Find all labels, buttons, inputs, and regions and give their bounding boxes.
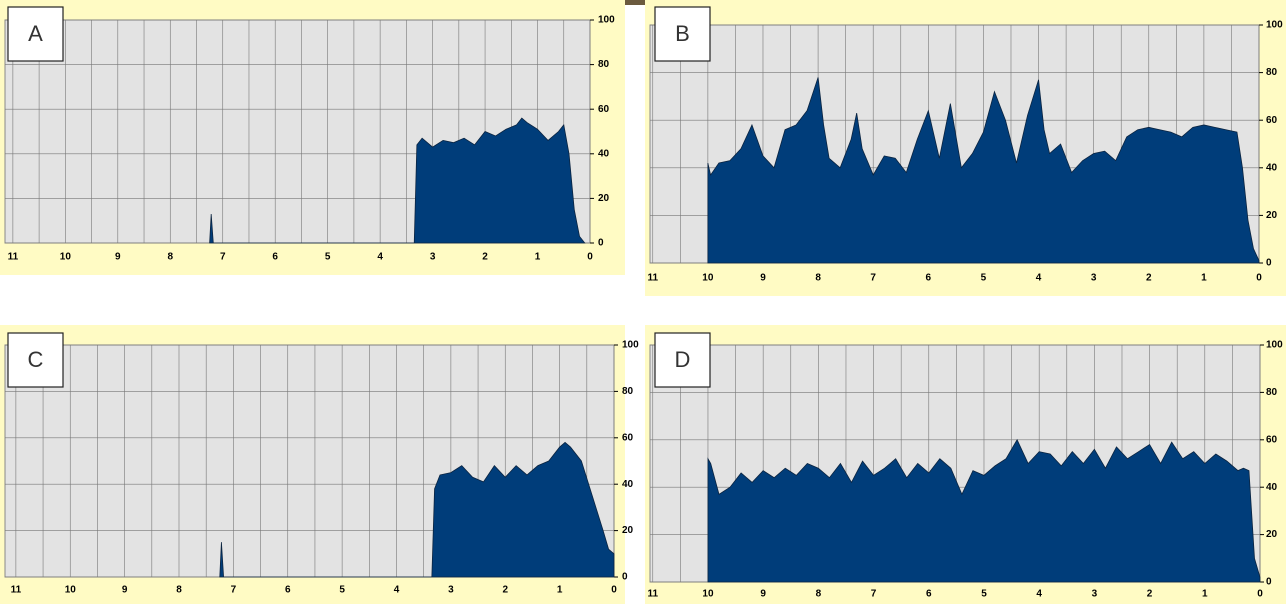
- x-tick-label: 2: [482, 252, 488, 263]
- x-tick-label: 0: [587, 252, 593, 263]
- y-tick-label: 0: [598, 238, 604, 249]
- area: [707, 77, 1260, 264]
- y-tick-label: 100: [1266, 20, 1283, 31]
- y-tick-label: 60: [622, 432, 634, 443]
- panel-label-box: [7, 6, 64, 62]
- x-tick-label: 9: [760, 273, 766, 284]
- x-tick-label: 1: [1201, 273, 1207, 284]
- y-tick-label: 60: [1266, 434, 1278, 445]
- area: [219, 441, 615, 578]
- x-tick-label: 7: [871, 589, 877, 600]
- x-tick-label: 2: [502, 585, 508, 596]
- x-tick-label: 7: [231, 585, 237, 596]
- photo-strip: [258, 0, 1015, 5]
- x-tick-label: 0: [611, 585, 617, 596]
- x-tick-label: 11: [8, 252, 19, 263]
- y-tick-label: 40: [598, 148, 610, 159]
- panel-label: A: [28, 21, 43, 46]
- x-tick-label: 3: [430, 252, 436, 263]
- x-tick-label: 0: [1257, 589, 1263, 600]
- x-tick-label: 5: [981, 589, 987, 600]
- x-tick-label: 10: [60, 252, 72, 263]
- x-tick-label: 10: [702, 589, 714, 600]
- x-tick-label: 3: [1092, 589, 1098, 600]
- y-tick-label: 20: [1266, 210, 1278, 221]
- panel-label: B: [675, 21, 690, 46]
- y-tick-label: 20: [1266, 529, 1278, 540]
- x-tick-label: 4: [1036, 589, 1042, 600]
- x-tick-label: 8: [816, 589, 822, 600]
- panel-label: C: [28, 347, 44, 372]
- x-tick-label: 7: [870, 273, 876, 284]
- panel-label: D: [675, 347, 691, 372]
- x-tick-label: 8: [167, 252, 173, 263]
- x-tick-label: 6: [272, 252, 278, 263]
- y-tick-label: 0: [1266, 577, 1272, 588]
- x-tick-label: 7: [220, 252, 226, 263]
- x-tick-label: 11: [647, 273, 658, 284]
- y-tick-label: 100: [622, 340, 639, 351]
- area: [209, 117, 586, 244]
- y-tick-label: 100: [1266, 340, 1283, 351]
- x-tick-label: 9: [122, 585, 128, 596]
- x-tick-label: 8: [815, 273, 821, 284]
- y-tick-label: 80: [1266, 67, 1278, 78]
- x-tick-label: 9: [115, 252, 121, 263]
- y-tick-label: 40: [622, 479, 634, 490]
- x-tick-label: 0: [1256, 273, 1262, 284]
- x-tick-label: 2: [1147, 589, 1153, 600]
- y-tick-label: 20: [622, 525, 634, 536]
- y-tick-label: 20: [598, 193, 610, 204]
- x-tick-label: 6: [285, 585, 291, 596]
- y-tick-label: 40: [1266, 162, 1278, 173]
- y-tick-label: 40: [1266, 482, 1278, 493]
- x-tick-label: 1: [1202, 589, 1208, 600]
- x-tick-label: 5: [339, 585, 345, 596]
- x-tick-label: 5: [325, 252, 331, 263]
- y-tick-label: 80: [598, 59, 610, 70]
- panel-label-box: [654, 332, 711, 388]
- x-tick-label: 4: [394, 585, 400, 596]
- x-tick-label: 5: [981, 273, 987, 284]
- x-tick-label: 10: [702, 273, 714, 284]
- y-tick-label: 100: [598, 15, 615, 26]
- panel-label-box: [7, 332, 64, 388]
- x-tick-label: 3: [448, 585, 454, 596]
- x-tick-label: 1: [557, 585, 563, 596]
- x-tick-label: 3: [1091, 273, 1097, 284]
- y-tick-label: 0: [622, 572, 628, 583]
- x-tick-label: 8: [176, 585, 182, 596]
- x-tick-label: 2: [1146, 273, 1152, 284]
- x-tick-label: 11: [11, 585, 22, 596]
- x-tick-label: 6: [926, 589, 932, 600]
- y-tick-label: 80: [1266, 387, 1278, 398]
- x-tick-label: 11: [647, 589, 658, 600]
- x-tick-label: 9: [760, 589, 766, 600]
- x-tick-label: 4: [1036, 273, 1042, 284]
- x-tick-label: 6: [926, 273, 932, 284]
- x-tick-label: 1: [535, 252, 541, 263]
- y-tick-label: 80: [622, 386, 634, 397]
- x-tick-label: 10: [65, 585, 77, 596]
- y-tick-label: 60: [1266, 115, 1278, 126]
- y-tick-label: 60: [598, 104, 610, 115]
- area: [707, 438, 1261, 583]
- y-tick-label: 0: [1266, 258, 1272, 269]
- x-tick-label: 4: [377, 252, 383, 263]
- panel-label-box: [654, 6, 711, 62]
